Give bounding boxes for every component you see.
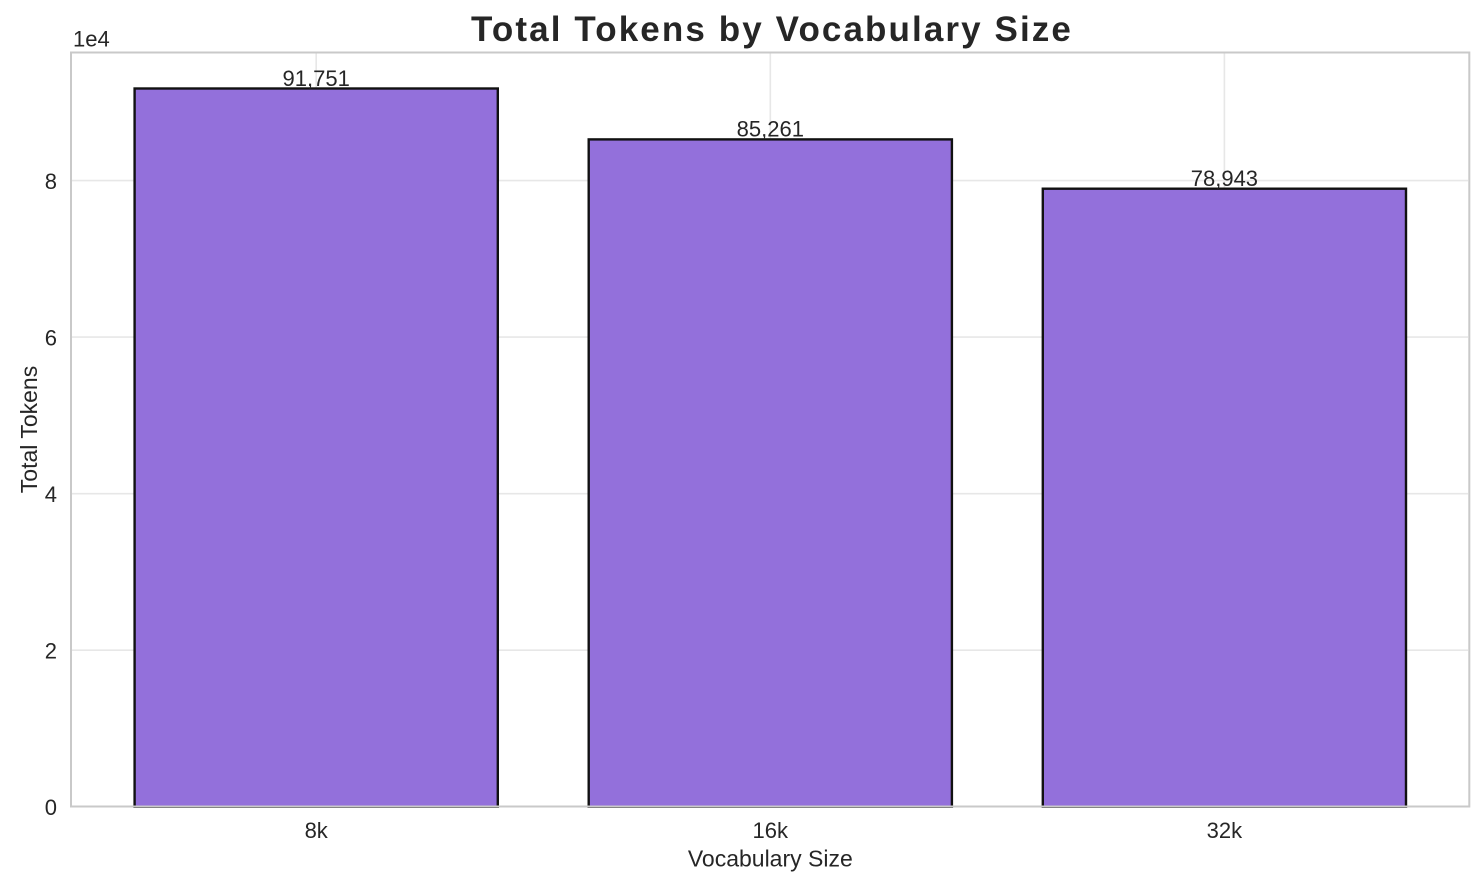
svg-text:Total Tokens by Vocabulary Siz: Total Tokens by Vocabulary Size: [471, 10, 1073, 49]
svg-text:32k: 32k: [1207, 818, 1243, 843]
svg-text:6: 6: [45, 326, 57, 351]
svg-text:0: 0: [45, 795, 57, 820]
svg-text:4: 4: [45, 482, 57, 507]
svg-text:8: 8: [45, 169, 57, 194]
svg-text:2: 2: [45, 639, 57, 664]
svg-text:16k: 16k: [753, 818, 789, 843]
svg-text:91,751: 91,751: [283, 66, 350, 91]
svg-text:Vocabulary Size: Vocabulary Size: [688, 846, 853, 872]
svg-text:85,261: 85,261: [737, 116, 804, 141]
svg-text:78,943: 78,943: [1191, 166, 1258, 191]
svg-text:Total Tokens: Total Tokens: [16, 366, 42, 493]
svg-text:8k: 8k: [305, 818, 329, 843]
svg-text:1e4: 1e4: [73, 27, 110, 52]
